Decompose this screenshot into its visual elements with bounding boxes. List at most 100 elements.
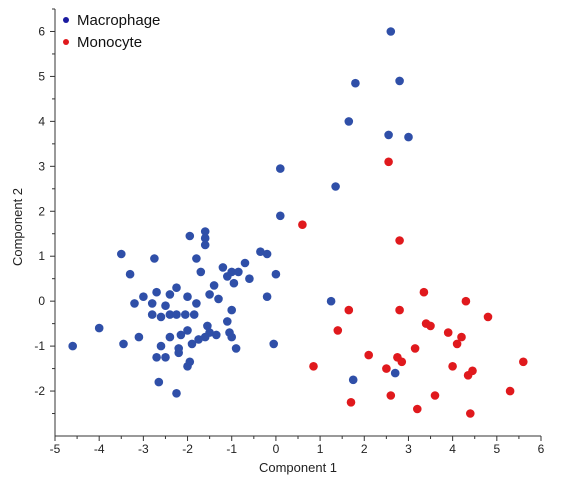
- point-macrophage: [384, 130, 393, 140]
- series-macrophage: [68, 27, 413, 398]
- point-macrophage: [227, 305, 236, 315]
- point-monocyte: [333, 326, 343, 335]
- x-tick-label: 2: [361, 442, 368, 456]
- point-macrophage: [176, 330, 186, 340]
- point-monocyte: [443, 328, 453, 337]
- point-macrophage: [152, 287, 161, 297]
- x-tick-label: 6: [538, 442, 545, 456]
- x-tick-label: -4: [94, 442, 105, 456]
- point-macrophage: [256, 247, 265, 256]
- point-macrophage: [386, 27, 396, 36]
- point-macrophage: [404, 132, 413, 142]
- point-macrophage: [161, 353, 170, 362]
- point-macrophage: [344, 117, 354, 126]
- y-tick-label: 6: [38, 24, 45, 38]
- legend-label-monocyte: Monocyte: [77, 34, 142, 51]
- point-macrophage: [348, 375, 358, 385]
- point-monocyte: [413, 404, 422, 414]
- point-macrophage: [187, 339, 197, 349]
- point-monocyte: [309, 362, 318, 371]
- point-macrophage: [196, 267, 206, 277]
- point-macrophage: [192, 254, 201, 263]
- point-macrophage: [200, 233, 210, 243]
- point-macrophage: [262, 292, 272, 302]
- x-tick-label: -5: [50, 442, 61, 456]
- y-tick-label: 1: [38, 249, 45, 263]
- point-macrophage: [223, 272, 232, 281]
- point-monocyte: [395, 305, 404, 315]
- point-monocyte: [457, 332, 466, 342]
- point-macrophage: [125, 269, 135, 279]
- point-macrophage: [161, 301, 170, 311]
- point-macrophage: [192, 299, 201, 308]
- point-macrophage: [172, 389, 181, 398]
- x-tick-label: -2: [182, 442, 193, 456]
- point-macrophage: [185, 231, 195, 241]
- x-tick-label: 5: [493, 442, 500, 456]
- point-macrophage: [200, 227, 210, 236]
- point-macrophage: [212, 330, 221, 340]
- point-macrophage: [227, 332, 236, 342]
- point-monocyte: [344, 305, 354, 315]
- point-macrophage: [94, 323, 104, 333]
- point-macrophage: [395, 76, 404, 86]
- point-macrophage: [139, 292, 148, 302]
- point-macrophage: [181, 310, 190, 319]
- point-monocyte: [346, 398, 356, 407]
- legend: Macrophage Monocyte: [63, 12, 160, 51]
- legend-label-macrophage: Macrophage: [77, 12, 160, 29]
- point-macrophage: [68, 341, 77, 351]
- y-axis-title: Component 2: [10, 188, 25, 266]
- point-monocyte: [397, 357, 407, 367]
- point-monocyte: [395, 236, 404, 245]
- x-tick-label: 3: [405, 442, 412, 456]
- point-macrophage: [245, 274, 254, 284]
- point-monocyte: [519, 357, 528, 367]
- point-macrophage: [276, 164, 285, 173]
- point-monocyte: [483, 312, 493, 322]
- point-macrophage: [200, 332, 210, 342]
- y-tick-label: 3: [38, 159, 45, 173]
- point-macrophage: [331, 182, 340, 191]
- point-macrophage: [150, 254, 159, 263]
- x-axis-ticks: -5 -4 -3 -2 -1 0 1 2 3 4 5 6: [50, 436, 545, 456]
- point-macrophage: [156, 341, 166, 351]
- point-macrophage: [240, 258, 250, 268]
- point-macrophage: [223, 317, 232, 326]
- point-macrophage: [229, 278, 239, 288]
- point-macrophage: [194, 335, 203, 344]
- y-tick-label: -2: [34, 384, 45, 398]
- x-tick-label: 4: [449, 442, 456, 456]
- point-monocyte: [298, 220, 307, 229]
- point-macrophage: [134, 332, 144, 342]
- point-macrophage: [205, 290, 214, 299]
- data-points: [68, 27, 528, 418]
- point-macrophage: [326, 296, 336, 306]
- point-macrophage: [351, 78, 360, 88]
- legend-marker-macrophage: [63, 17, 69, 23]
- point-monocyte: [426, 321, 435, 331]
- point-monocyte: [384, 157, 393, 167]
- point-macrophage: [152, 353, 161, 362]
- point-monocyte: [419, 287, 429, 297]
- point-macrophage: [183, 292, 192, 302]
- point-monocyte: [461, 296, 471, 306]
- point-macrophage: [119, 339, 128, 349]
- series-monocyte: [298, 157, 528, 418]
- y-axis-ticks: -2 -1 0 1 2 3 4 5 6: [34, 8, 55, 415]
- point-monocyte: [364, 350, 374, 360]
- point-macrophage: [165, 332, 175, 342]
- point-macrophage: [156, 312, 166, 322]
- point-macrophage: [183, 326, 192, 335]
- y-tick-label: -1: [34, 339, 45, 353]
- point-monocyte: [386, 391, 396, 400]
- x-tick-label: -1: [226, 442, 237, 456]
- point-macrophage: [147, 310, 157, 319]
- point-macrophage: [390, 368, 400, 378]
- point-macrophage: [200, 240, 210, 250]
- point-monocyte: [410, 344, 420, 353]
- point-monocyte: [430, 391, 440, 400]
- point-macrophage: [203, 321, 212, 331]
- x-tick-label: 1: [317, 442, 324, 456]
